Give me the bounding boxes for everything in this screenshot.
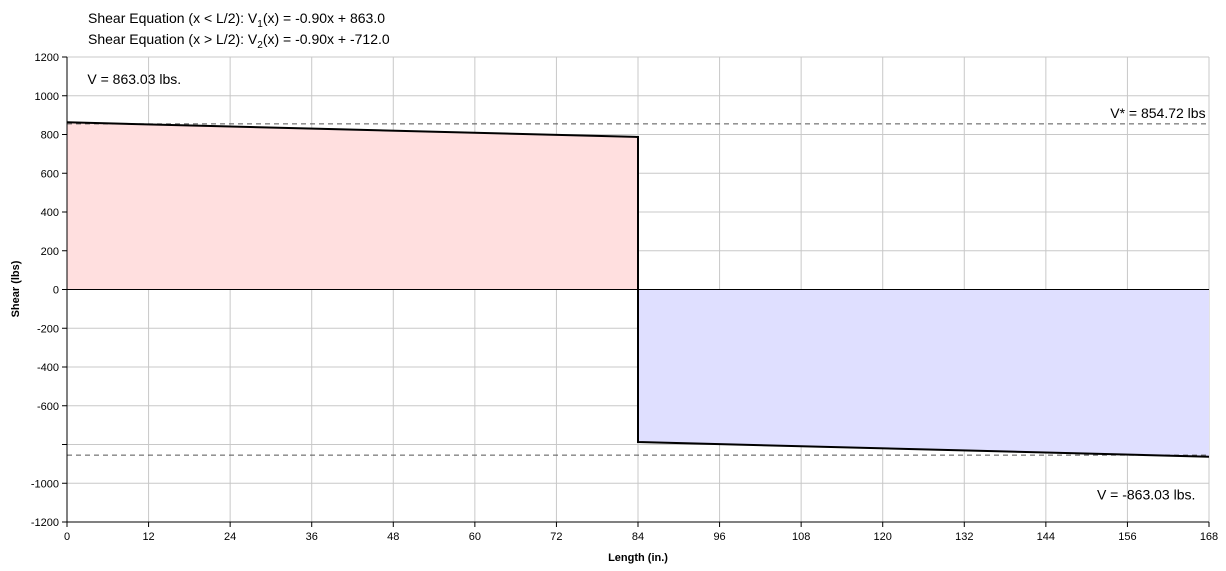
shear-fill-areas	[67, 122, 1209, 457]
shear-fill-2	[638, 289, 1209, 457]
y-tick-label: -400	[37, 362, 59, 374]
y-tick-label: 1000	[35, 91, 59, 103]
shear-fill-1	[67, 122, 638, 290]
x-tick-label: 24	[224, 531, 236, 543]
x-tick-label: 60	[469, 531, 481, 543]
y-tick-label: 400	[41, 207, 59, 219]
shear-equation-right: Shear Equation (x > L/2): V2(x) = -0.90x…	[88, 31, 390, 51]
axes: 120010008006004002000-200-400-600-1000-1…	[31, 52, 1218, 543]
shear-line	[66, 121, 1210, 458]
x-tick-label: 36	[306, 531, 318, 543]
y-tick-label: -1000	[31, 478, 59, 490]
x-tick-label: 48	[387, 531, 399, 543]
x-tick-label: 132	[955, 531, 973, 543]
x-tick-label: 72	[550, 531, 562, 543]
y-tick-label: 0	[53, 285, 59, 297]
x-tick-label: 120	[874, 531, 892, 543]
y-tick-label: -1200	[31, 517, 59, 529]
annotations: V = 863.03 lbs. V* = 854.72 lbs V = -863.0…	[87, 71, 1205, 503]
annotation-label: V* = 854.72 lbs	[1110, 105, 1205, 121]
x-tick-label: 168	[1200, 531, 1218, 543]
y-tick-label: -600	[37, 401, 59, 413]
y-tick-label: 600	[41, 168, 59, 180]
annotation-label: V = 863.03 lbs.	[87, 71, 181, 87]
shear-equation-left: Shear Equation (x < L/2): V1(x) = -0.90x…	[88, 10, 385, 30]
x-tick-label: 12	[142, 531, 154, 543]
x-tick-label: 0	[64, 531, 70, 543]
annotation-label: V = -863.03 lbs.	[1097, 487, 1195, 503]
x-tick-label: 144	[1037, 531, 1055, 543]
x-tick-label: 96	[713, 531, 725, 543]
x-tick-label: 156	[1118, 531, 1136, 543]
y-tick-label: 200	[41, 246, 59, 258]
y-axis-label: Shear (lbs)	[10, 260, 22, 317]
y-tick-label: -200	[37, 323, 59, 335]
x-tick-label: 84	[632, 531, 644, 543]
y-tick-label: 1200	[35, 52, 59, 64]
reference-lines	[67, 123, 1209, 456]
shear-lines	[66, 121, 1210, 458]
y-tick-label: 800	[41, 130, 59, 142]
x-axis-label: Length (in.)	[608, 552, 668, 564]
x-tick-label: 108	[792, 531, 810, 543]
